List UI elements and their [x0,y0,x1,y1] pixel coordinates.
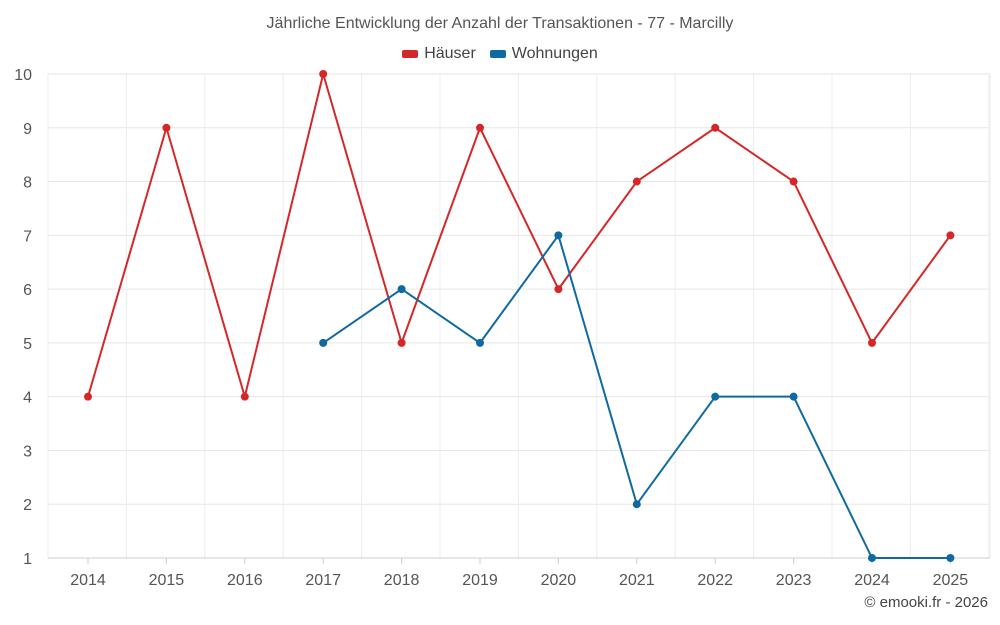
data-point-wohnungen [946,554,955,562]
data-point-haeuser [162,123,171,132]
data-point-haeuser [240,392,249,401]
y-tick-label: 1 [23,551,32,568]
data-point-wohnungen [868,554,876,562]
y-tick-label: 2 [23,497,32,514]
data-point-wohnungen [632,500,641,509]
data-point-haeuser [84,392,92,401]
y-tick-label: 6 [23,282,32,299]
data-point-haeuser [789,177,798,186]
data-point-haeuser [711,123,720,132]
data-point-haeuser [476,123,484,132]
data-point-haeuser [554,285,563,294]
data-point-haeuser [319,70,328,78]
data-point-haeuser [632,177,641,186]
legend-label-wohnungen: Wohnungen [511,45,598,62]
legend-swatch-haeuser [402,50,419,58]
data-point-wohnungen [319,338,328,347]
data-point-haeuser [397,338,406,347]
y-tick-label: 7 [23,228,32,245]
x-tick-label: 2016 [227,572,263,589]
x-tick-label: 2024 [854,572,890,589]
y-tick-label: 9 [23,121,32,138]
series-line-haeuser [87,73,952,398]
x-tick-label: 2022 [697,572,733,589]
x-tick-label: 2019 [462,572,498,589]
x-tick-label: 2017 [305,572,341,589]
data-points [84,70,955,562]
x-tick-label: 2023 [776,572,812,589]
legend-item-wohnungen[interactable]: Wohnungen [489,45,598,63]
x-tick-label: 2018 [384,572,420,589]
data-point-haeuser [946,231,955,240]
legend-label-haeuser: Häuser [424,45,476,62]
chart-title: Jährliche Entwicklung der Anzahl der Tra… [266,15,734,32]
y-tick-label: 4 [23,390,32,407]
legend-item-haeuser[interactable]: Häuser [402,45,476,63]
data-point-wohnungen [476,338,484,347]
legend: Häuser Wohnungen [0,45,1000,63]
axes: 1 2 3 4 5 6 7 8 9 10 2014 2015 2016 2017 2018 2019 2020 2… [14,67,990,589]
x-tick-label: 2015 [149,572,185,589]
x-tick-label: 2021 [619,572,655,589]
y-tick-label: 8 [23,175,32,192]
x-tick-label: 2025 [933,572,969,589]
data-point-wohnungen [711,392,720,401]
data-point-wohnungen [554,231,563,240]
x-tick-label: 2020 [541,572,577,589]
data-point-haeuser [868,338,876,347]
y-tick-label: 5 [23,336,32,353]
x-tick-label: 2014 [70,572,106,589]
y-tick-label: 10 [14,67,32,84]
copyright-notice: © emooki.fr - 2026 [864,594,988,611]
data-point-wohnungen [397,285,406,294]
data-point-wohnungen [789,392,798,401]
legend-swatch-wohnungen [489,50,506,58]
y-tick-label: 3 [23,443,32,460]
series-lines [87,73,952,559]
grid-lines [47,73,991,559]
